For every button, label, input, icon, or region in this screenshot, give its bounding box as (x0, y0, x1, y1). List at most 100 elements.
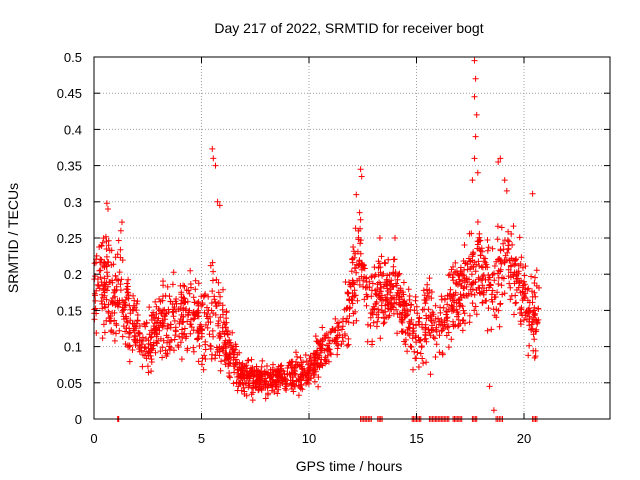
data-point (208, 300, 215, 307)
data-point (188, 324, 195, 331)
data-point (105, 206, 111, 212)
data-point (269, 381, 275, 388)
data-point (93, 252, 100, 259)
data-point (451, 299, 458, 306)
data-point (212, 311, 219, 318)
data-point (508, 231, 515, 237)
data-point (419, 355, 426, 362)
data-point (448, 336, 455, 343)
data-point (195, 280, 202, 287)
data-point (397, 285, 404, 292)
data-point (437, 309, 444, 316)
data-point (103, 296, 110, 303)
data-point (454, 281, 461, 288)
data-point (445, 329, 452, 336)
data-point (326, 346, 332, 353)
data-point (103, 317, 110, 324)
data-point (148, 359, 155, 365)
data-point (387, 289, 394, 296)
data-point (103, 253, 110, 260)
chart-title: Day 217 of 2022, SRMTID for receiver bog… (214, 20, 483, 36)
data-point (129, 347, 136, 353)
data-point (177, 339, 184, 346)
data-point (496, 255, 503, 262)
data-point (100, 294, 106, 301)
data-point (402, 312, 409, 319)
data-point (481, 285, 487, 292)
data-point (139, 363, 146, 370)
data-series-srmtid (91, 57, 542, 422)
data-point (369, 273, 375, 280)
data-point (471, 259, 478, 266)
data-point (466, 319, 473, 326)
data-point (104, 269, 110, 276)
data-point (440, 304, 447, 311)
data-point (122, 328, 129, 335)
data-point (163, 332, 170, 339)
data-point (101, 275, 108, 282)
data-point (463, 292, 470, 299)
data-point (461, 242, 468, 248)
data-point (231, 369, 238, 376)
data-point (210, 155, 217, 162)
data-point (479, 248, 485, 255)
data-point (459, 317, 466, 324)
data-point (190, 344, 197, 351)
data-point (378, 284, 385, 291)
data-point (522, 263, 529, 270)
data-point (101, 263, 108, 270)
data-point (275, 363, 282, 370)
data-point (488, 296, 495, 303)
data-point (97, 267, 104, 274)
data-point (202, 356, 209, 362)
data-point (122, 302, 129, 309)
data-point (335, 324, 341, 331)
data-point (413, 339, 420, 346)
data-point (171, 317, 178, 324)
data-point (386, 312, 393, 319)
data-point (185, 312, 192, 319)
data-point (363, 279, 370, 285)
data-point (290, 388, 297, 395)
data-point (428, 318, 435, 324)
data-point (528, 273, 535, 280)
data-point (408, 316, 415, 323)
data-point (349, 256, 356, 263)
data-point (408, 344, 415, 350)
data-point (369, 338, 376, 345)
data-point (186, 290, 193, 297)
data-point (345, 319, 352, 326)
data-point (273, 383, 280, 390)
data-point (516, 280, 523, 287)
data-point (202, 341, 209, 348)
data-point (499, 274, 505, 281)
data-point (262, 395, 269, 402)
data-point (411, 307, 418, 314)
data-point (455, 322, 462, 329)
data-point (191, 299, 198, 306)
data-point (367, 314, 374, 321)
data-point (119, 333, 126, 340)
data-point (291, 370, 298, 377)
data-point (240, 384, 247, 391)
data-point (534, 320, 541, 327)
data-point (354, 297, 361, 304)
data-point (167, 321, 174, 328)
data-point (432, 326, 439, 333)
data-point (216, 202, 223, 209)
data-point (295, 392, 302, 399)
data-point (150, 342, 157, 349)
data-point (488, 326, 495, 333)
data-point (461, 310, 468, 317)
data-point (348, 268, 355, 275)
data-point (318, 356, 325, 363)
data-point (373, 323, 380, 330)
data-point (101, 329, 108, 336)
x-tick-label: 10 (302, 431, 316, 446)
data-point (214, 198, 221, 205)
data-point (411, 348, 418, 355)
data-point (96, 285, 103, 292)
data-point (215, 279, 222, 286)
data-point (286, 359, 293, 366)
